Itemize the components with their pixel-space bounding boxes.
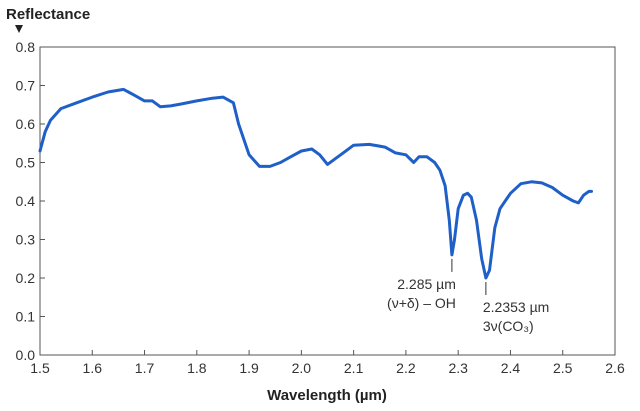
y-tick-labels: 0.0 0.1 0.2 0.3 0.4 0.5 0.6 0.7 0.8 bbox=[16, 39, 36, 363]
x-tick-label: 2.1 bbox=[344, 360, 364, 376]
annotation-label: 2.2353 µm bbox=[483, 299, 549, 315]
x-tick-label: 1.6 bbox=[83, 360, 103, 376]
series-line bbox=[38, 87, 593, 280]
x-tick-label: 1.5 bbox=[30, 360, 50, 376]
x-axis-title: Wavelength (µm) bbox=[267, 387, 387, 404]
y-tick-label: 0.7 bbox=[16, 78, 36, 94]
x-tick-label: 2.3 bbox=[448, 360, 468, 376]
y-axis-title: Reflectance bbox=[6, 6, 90, 23]
y-tick-label: 0.5 bbox=[16, 155, 36, 171]
x-tick-label: 2.2 bbox=[396, 360, 416, 376]
y-tick-label: 0.4 bbox=[16, 193, 36, 209]
y-tick-label: 0.6 bbox=[16, 116, 36, 132]
x-tick-label: 2.6 bbox=[605, 360, 625, 376]
x-tick-label: 1.8 bbox=[187, 360, 207, 376]
annotation-label: 3ν(CO₃) bbox=[483, 318, 534, 334]
annotation-label: 2.285 µm bbox=[397, 276, 456, 292]
y-tick-label: 0.2 bbox=[16, 270, 36, 286]
x-tick-labels: 1.5 1.6 1.7 1.8 1.9 2.0 2.1 2.2 2.3 2.4 2.5 2.6 bbox=[30, 360, 625, 376]
x-tick-label: 1.9 bbox=[239, 360, 259, 376]
annotations: 2.285 µm (ν+δ) – OH 2.2353 µm 3ν(CO₃) bbox=[387, 258, 549, 334]
x-tick-label: 1.7 bbox=[135, 360, 155, 376]
y-tick-label: 0.1 bbox=[16, 309, 36, 325]
y-tick-label: 0.0 bbox=[16, 347, 36, 363]
x-tick-label: 2.5 bbox=[553, 360, 573, 376]
annotation-2: 2.2353 µm 3ν(CO₃) bbox=[483, 282, 549, 334]
annotation-1: 2.285 µm (ν+δ) – OH bbox=[387, 258, 456, 311]
plot-frame bbox=[39, 46, 616, 356]
y-axis-arrow-icon bbox=[15, 25, 23, 33]
y-tick-label: 0.8 bbox=[16, 39, 36, 55]
annotation-label: (ν+δ) – OH bbox=[387, 295, 456, 311]
x-tick-label: 2.0 bbox=[292, 360, 312, 376]
y-tick-label: 0.3 bbox=[16, 232, 36, 248]
x-tick-label: 2.4 bbox=[501, 360, 521, 376]
